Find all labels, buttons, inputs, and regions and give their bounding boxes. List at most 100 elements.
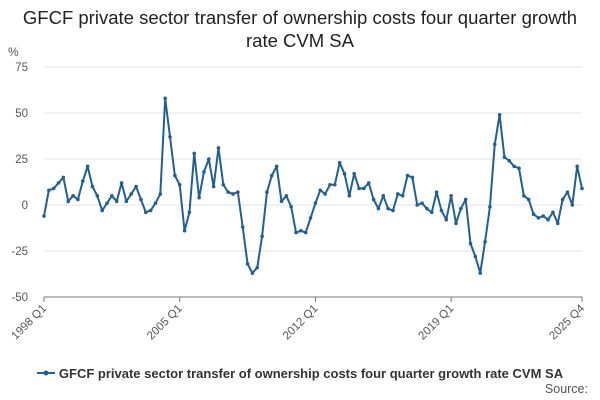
data-point [110, 194, 114, 198]
data-point [274, 164, 279, 169]
data-point [517, 166, 521, 170]
data-point [492, 142, 497, 147]
data-point [328, 182, 332, 187]
data-point [551, 210, 555, 215]
data-point [216, 146, 221, 150]
y-tick-label: -50 [11, 292, 28, 304]
data-point [454, 221, 458, 226]
data-point [42, 214, 46, 218]
data-point [206, 157, 211, 161]
data-point [376, 206, 381, 211]
data-point [366, 181, 371, 185]
data-point [468, 241, 473, 246]
data-point [255, 265, 260, 270]
data-point [265, 190, 269, 194]
data-point [531, 212, 536, 216]
data-point [381, 194, 386, 198]
data-point [410, 175, 415, 180]
data-point [177, 182, 182, 187]
data-point [555, 221, 560, 226]
data-point [158, 192, 163, 196]
data-point [429, 210, 434, 215]
data-point [565, 190, 570, 194]
x-tick-label: 1998 Q1 [9, 303, 49, 343]
data-point [303, 230, 308, 235]
data-point [114, 199, 119, 204]
data-point [299, 228, 303, 233]
data-point [526, 197, 531, 202]
data-point [405, 173, 410, 178]
data-point [420, 201, 424, 205]
data-point [197, 195, 201, 200]
y-tick-label: -25 [11, 246, 28, 258]
data-point [66, 199, 71, 204]
data-point [502, 155, 507, 159]
data-point [61, 175, 66, 180]
data-point [279, 199, 284, 204]
data-point [362, 186, 366, 191]
data-point [580, 186, 584, 191]
data-point [396, 192, 400, 196]
data-point [260, 234, 264, 239]
chart-title: GFCF private sector transfer of ownershi… [22, 7, 578, 51]
data-point [240, 225, 245, 229]
data-point [56, 181, 61, 185]
data-point [497, 113, 502, 117]
data-point [415, 203, 420, 207]
data-point [153, 201, 158, 205]
data-point [100, 208, 104, 213]
data-point [105, 201, 109, 205]
data-point [425, 206, 429, 211]
data-point [124, 199, 129, 204]
data-point [323, 192, 327, 196]
data-point [434, 190, 439, 194]
data-point [318, 188, 323, 193]
data-point [512, 164, 516, 169]
x-tick-label: 2005 Q1 [145, 303, 185, 343]
data-point [536, 216, 541, 220]
data-point [221, 182, 226, 187]
x-tick-label: 2019 Q1 [417, 303, 457, 343]
data-point [473, 254, 478, 259]
y-tick-label: 25 [15, 154, 28, 166]
data-point [76, 197, 80, 202]
y-tick-label: 75 [15, 62, 28, 74]
data-point [71, 194, 75, 198]
data-point [226, 190, 230, 194]
data-point [289, 205, 293, 209]
data-point [439, 208, 444, 213]
data-point [342, 171, 347, 176]
data-point [347, 194, 352, 198]
data-point [129, 192, 134, 196]
data-point [478, 271, 483, 275]
data-point [333, 182, 337, 187]
data-point [400, 194, 405, 198]
data-point [90, 184, 95, 189]
data-point [391, 208, 395, 213]
data-point [192, 151, 197, 156]
data-point [541, 214, 546, 218]
data-point [294, 230, 298, 235]
data-point [371, 197, 376, 202]
y-tick-labels: -50 -25 0 25 50 75 [11, 62, 28, 304]
data-point [85, 164, 90, 169]
data-point [250, 271, 255, 275]
data-point [173, 173, 177, 178]
series-line [43, 97, 583, 275]
series-layer [42, 96, 584, 275]
data-point [546, 217, 550, 222]
data-point [308, 216, 313, 220]
data-point [139, 197, 143, 202]
data-point [231, 192, 235, 196]
x-tick-label: 2025 Q4 [547, 302, 587, 342]
data-point [284, 194, 289, 198]
data-point [95, 194, 100, 198]
data-point [236, 190, 240, 194]
x-axis: 1998 Q1 2005 Q1 2012 Q1 2019 Q1 2025 Q4 [9, 296, 588, 343]
data-point [357, 186, 361, 191]
y-tick-label: 50 [15, 108, 28, 120]
y-tick-label: 0 [22, 200, 28, 212]
data-point [337, 160, 342, 165]
data-point [47, 188, 51, 193]
data-point [483, 240, 487, 244]
